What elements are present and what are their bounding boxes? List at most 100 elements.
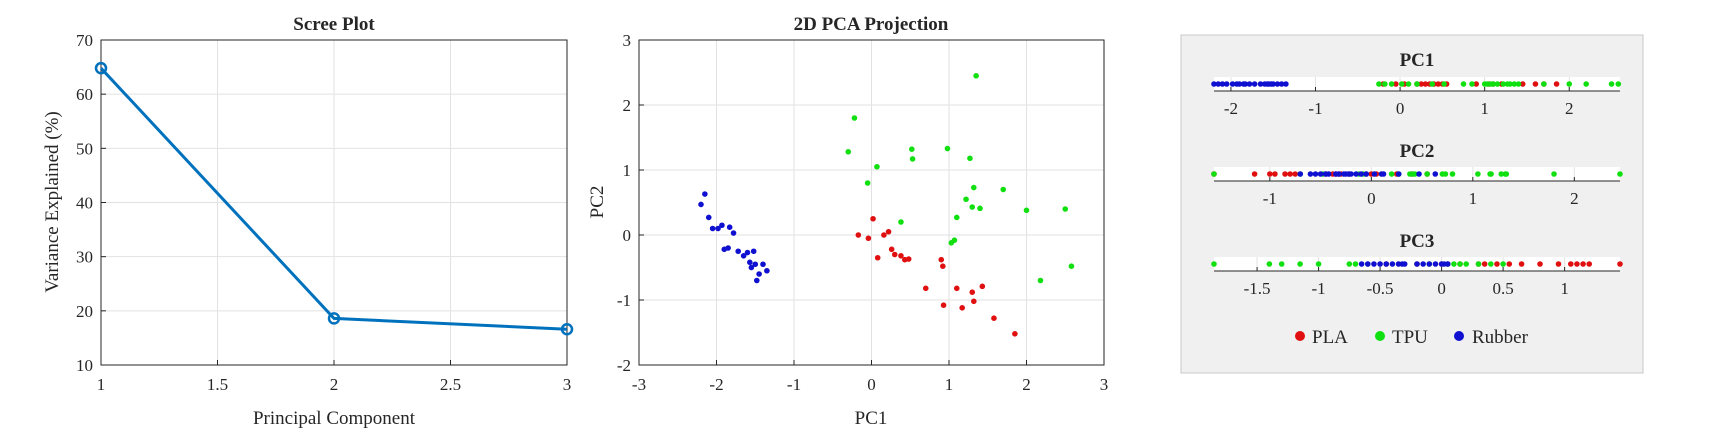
pca-point-pla — [891, 251, 898, 258]
pca-point-rubber — [725, 245, 731, 251]
strip-point-rubber — [1395, 171, 1402, 177]
strip-point-tpu — [1297, 261, 1303, 267]
strip-point-tpu — [1211, 261, 1217, 267]
strip-tick-label: -1 — [1308, 99, 1322, 118]
strip-tick-label: -2 — [1224, 99, 1238, 118]
pca-ytick-label: 1 — [623, 161, 632, 180]
strip-tick-label: 0 — [1437, 279, 1446, 298]
strip-point-pla — [1422, 81, 1429, 87]
strip-tick-label: -0.5 — [1367, 279, 1394, 298]
pca-point-rubber — [740, 253, 747, 259]
strip-tick-label: -1.5 — [1244, 279, 1271, 298]
strip-point-rubber — [1270, 81, 1277, 87]
strip-point-pla — [1473, 81, 1480, 87]
strip-tick-label: 0 — [1396, 99, 1405, 118]
strip-tick-label: 1 — [1469, 189, 1478, 208]
pca-xtick-label: -1 — [787, 375, 801, 394]
strip-point-rubber — [1223, 81, 1230, 87]
strip-point-tpu — [1441, 81, 1447, 87]
scree-ytick-label: 70 — [76, 31, 93, 50]
strip-point-pla — [1553, 81, 1560, 87]
scree-ytick-label: 60 — [76, 85, 93, 104]
legend-rubber-marker — [1454, 331, 1464, 341]
pca-point-pla — [938, 256, 945, 263]
pca-title: 2D PCA Projection — [794, 14, 949, 35]
pca-point-rubber — [730, 230, 737, 236]
strip-point-rubber — [1336, 171, 1342, 177]
strip-point-pla — [1481, 261, 1488, 267]
strip-point-tpu — [1388, 81, 1395, 87]
strip-point-tpu — [1498, 171, 1505, 177]
strip-point-rubber — [1312, 171, 1319, 177]
scree-xtick-label: 1 — [97, 375, 106, 394]
legend-pla-label: PLA — [1312, 327, 1348, 348]
strip-point-tpu — [1424, 171, 1430, 177]
pca-point-pla — [953, 285, 960, 292]
scree-xlabel: Principal Component — [253, 408, 416, 429]
strip-point-tpu — [1398, 81, 1405, 87]
pca-ylabel: PC2 — [587, 186, 608, 219]
strip-tick-label: 0.5 — [1492, 279, 1513, 298]
scree-title: Scree Plot — [293, 14, 375, 35]
pca-point-pla — [881, 232, 887, 238]
pca-point-pla — [885, 228, 892, 235]
strip-point-tpu — [1541, 81, 1547, 87]
strip-point-rubber — [1358, 171, 1364, 177]
strip-point-pla — [1506, 261, 1513, 267]
strip-pc3: PC3 -1.5 -1 -0.5 0 0.5 1 — [1211, 231, 1623, 298]
strip-point-pla — [1519, 81, 1526, 87]
strip-point-tpu — [1429, 81, 1436, 87]
strip-title: PC2 — [1400, 141, 1435, 162]
pca-point-rubber — [747, 259, 753, 266]
strip-point-pla — [1574, 261, 1580, 267]
pca-point-tpu — [1000, 186, 1007, 193]
strip-point-tpu — [1451, 261, 1457, 267]
strip-tick-label: 1 — [1560, 279, 1569, 298]
strip-point-rubber — [1229, 81, 1236, 87]
strip-point-tpu — [1475, 171, 1481, 177]
scree-point — [327, 312, 341, 325]
scree-point — [560, 323, 574, 336]
pca-point-rubber — [705, 214, 712, 221]
strip-point-tpu — [1211, 171, 1217, 177]
scree-ytick-label: 40 — [76, 194, 93, 213]
strip-point-rubber — [1236, 81, 1243, 87]
pca-point-rubber — [760, 261, 766, 268]
pca-point-tpu — [1062, 206, 1069, 212]
pca-point-rubber — [750, 248, 757, 255]
strip-point-rubber — [1219, 81, 1226, 87]
scree-ytick-label: 20 — [76, 302, 93, 321]
strip-point-rubber — [1283, 81, 1289, 87]
strip-point-tpu — [1511, 81, 1518, 87]
strip-point-rubber — [1377, 261, 1383, 267]
pca-point-tpu — [864, 180, 871, 186]
strip-point-rubber — [1297, 171, 1304, 177]
strip-point-tpu — [1460, 81, 1467, 87]
strip-point-tpu — [1507, 81, 1513, 87]
strip-point-rubber — [1353, 171, 1359, 177]
strip-point-pla — [1494, 261, 1500, 267]
legend-pla-marker — [1295, 331, 1305, 341]
pca-xtick-label: 3 — [1100, 375, 1109, 394]
strip-point-tpu — [1382, 81, 1388, 87]
strip-point-pla — [1418, 81, 1425, 87]
strip-point-pla — [1567, 261, 1574, 267]
pca-point-pla — [874, 254, 881, 261]
strip-point-rubber — [1317, 171, 1324, 177]
scree-line — [99, 67, 568, 331]
strip-point-pla — [1435, 81, 1441, 87]
strip-point-rubber — [1325, 171, 1332, 177]
scree-marks — [94, 61, 574, 336]
pca-point-pla — [888, 246, 895, 253]
strip-point-tpu — [1608, 81, 1615, 87]
strip-point-rubber — [1432, 171, 1439, 177]
strip-point-tpu — [1346, 261, 1353, 267]
scree-ticks: 1 1.5 2 2.5 3 10 20 30 40 50 60 70 — [76, 31, 571, 394]
pca-point-pla — [971, 298, 977, 305]
strip-point-rubber — [1251, 81, 1258, 87]
legend-tpu-label: TPU — [1392, 327, 1428, 348]
pca-ytick-label: -1 — [617, 291, 631, 310]
pca-point-pla — [1012, 331, 1018, 337]
pca-point-rubber — [719, 222, 725, 229]
